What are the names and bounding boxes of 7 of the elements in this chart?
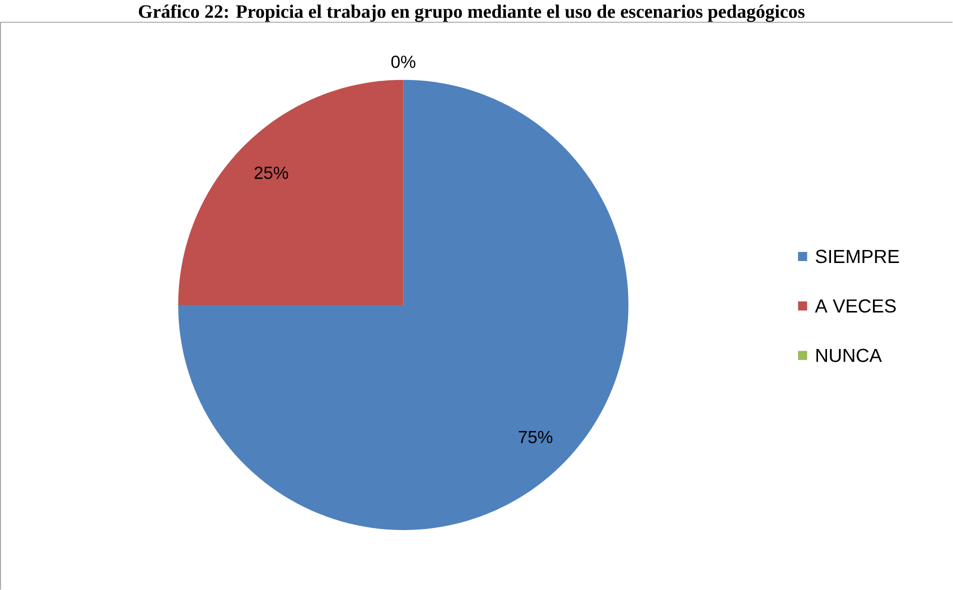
legend-label: A VECES — [814, 299, 896, 313]
legend-label: SIEMPRE — [816, 250, 899, 264]
data-label: 25% — [254, 166, 288, 179]
data-label: 75% — [518, 430, 552, 444]
chart-title: Gráfico 22: Propicia el trabajo en grupo mediante el uso de escenarios pedagógicos — [138, 4, 805, 22]
text: 0% — [391, 56, 416, 68]
legend-label: NUNCA — [816, 348, 882, 362]
